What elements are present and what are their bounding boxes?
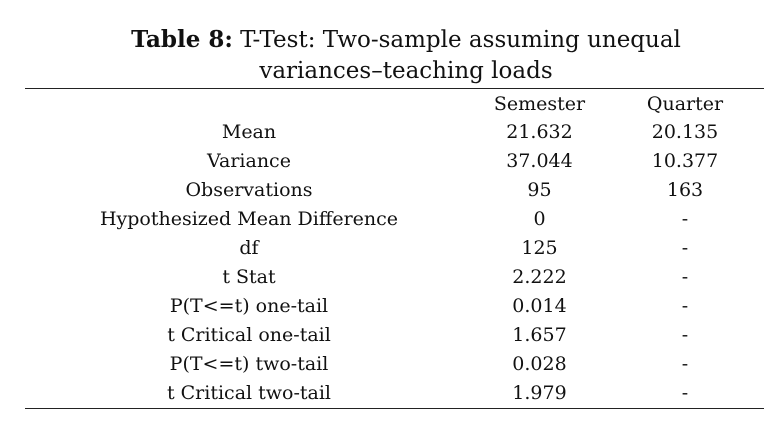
caption-line-2: variances–teaching loads xyxy=(259,58,553,84)
table-row: Variance 37.044 10.377 xyxy=(25,147,764,176)
quarter-value: - xyxy=(681,237,689,259)
caption-line-1: Table 8: T-Test: Two-sample assuming une… xyxy=(24,24,764,56)
quarter-value: 163 xyxy=(666,179,704,201)
table-row: P(T<=t) two-tail 0.028 - xyxy=(25,350,764,379)
quarter-value: 20.135 xyxy=(651,121,719,143)
row-label: P(T<=t) one-tail xyxy=(169,295,329,317)
quarter-value: 10.377 xyxy=(651,150,719,172)
row-label: Variance xyxy=(207,150,291,172)
table-row: t Critical two-tail 1.979 - xyxy=(25,379,764,408)
semester-value: 95 xyxy=(527,179,552,201)
semester-value: 0.028 xyxy=(512,353,567,375)
semester-value: 37.044 xyxy=(506,150,573,172)
semester-value: 0 xyxy=(533,208,546,230)
quarter-value: - xyxy=(681,208,689,230)
header-quarter: Quarter xyxy=(646,92,724,115)
row-label: Observations xyxy=(185,179,313,201)
row-label: Hypothesized Mean Difference xyxy=(99,208,399,230)
semester-value: 0.014 xyxy=(512,295,567,317)
quarter-value: - xyxy=(681,324,689,346)
top-rule xyxy=(25,88,764,89)
ttest-table: Semester Quarter Mean 21.632 20.135 Vari… xyxy=(25,89,764,408)
row-label: P(T<=t) two-tail xyxy=(169,353,329,375)
table-row: df 125 - xyxy=(25,234,764,263)
row-label: df xyxy=(239,237,259,259)
row-label: Mean xyxy=(221,121,277,143)
row-label: t Stat xyxy=(222,266,276,288)
table-row: Mean 21.632 20.135 xyxy=(25,118,764,147)
table-row: Observations 95 163 xyxy=(25,176,764,205)
table-row: Hypothesized Mean Difference 0 - xyxy=(25,205,764,234)
semester-value: 2.222 xyxy=(512,266,567,288)
table-row: t Stat 2.222 - xyxy=(25,263,764,292)
semester-value: 1.657 xyxy=(512,324,567,346)
semester-value: 125 xyxy=(521,237,558,259)
semester-value: 21.632 xyxy=(506,121,573,143)
bottom-rule xyxy=(25,408,764,409)
header-semester: Semester xyxy=(493,92,586,115)
caption-title: T-Test: Two-sample assuming unequal xyxy=(240,27,681,53)
quarter-value: - xyxy=(681,266,689,288)
quarter-value: - xyxy=(681,353,689,375)
semester-value: 1.979 xyxy=(512,382,567,404)
quarter-value: - xyxy=(681,295,689,317)
row-label: t Critical one-tail xyxy=(167,324,331,346)
row-label: t Critical two-tail xyxy=(166,382,332,404)
quarter-value: - xyxy=(681,382,689,404)
header-blank xyxy=(25,89,473,118)
table-row: t Critical one-tail 1.657 - xyxy=(25,321,764,350)
caption-label: Table 8: xyxy=(131,26,233,53)
table-caption: Table 8: T-Test: Two-sample assuming une… xyxy=(24,24,764,87)
table-row: P(T<=t) one-tail 0.014 - xyxy=(25,292,764,321)
header-row: Semester Quarter xyxy=(25,89,764,118)
